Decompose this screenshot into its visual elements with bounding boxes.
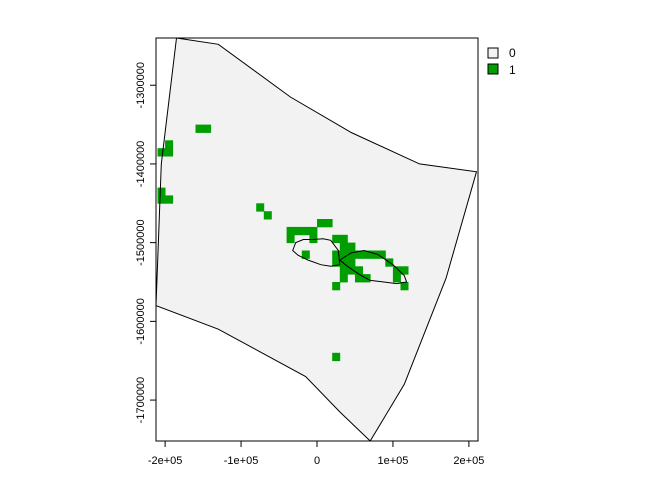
x-axis: -2e+05 -1e+05 0 1e+05 2e+05: [148, 440, 484, 467]
cell-value-1: [355, 274, 363, 283]
x-tick-label: 1e+05: [377, 455, 408, 467]
cell-value-1: [256, 203, 265, 212]
y-tick-label: -1400000: [135, 141, 147, 188]
cell-value-1: [263, 211, 272, 220]
cell-value-1: [332, 250, 341, 259]
cell-value-1: [347, 258, 356, 267]
x-tick-label: 2e+05: [453, 455, 484, 467]
cell-value-1: [309, 226, 318, 236]
legend-swatch-1: [487, 63, 499, 75]
cell-value-1: [332, 234, 341, 244]
cell-value-1: [324, 219, 333, 228]
cell-value-1: [339, 258, 348, 267]
y-tick-label: -1300000: [135, 62, 147, 109]
cell-value-1: [347, 250, 356, 259]
legend-label-0: 0: [509, 46, 516, 60]
cell-value-1: [157, 187, 166, 196]
cell-value-1: [157, 195, 166, 204]
island-outline: [292, 238, 341, 267]
x-tick-label: 0: [314, 455, 320, 467]
cell-value-1: [355, 266, 363, 275]
y-tick-label: -1600000: [135, 298, 147, 345]
cell-value-1: [195, 124, 204, 133]
cell-value-1: [286, 226, 295, 236]
legend-swatch-0: [487, 47, 499, 59]
cell-value-1: [294, 226, 303, 236]
cell-value-1: [309, 234, 318, 244]
x-tick-label: -2e+05: [148, 455, 183, 467]
legend: 0 1: [487, 46, 516, 77]
cell-value-1: [203, 124, 212, 133]
cell-value-1: [370, 250, 379, 259]
cell-value-1: [347, 266, 356, 275]
y-axis: -1300000 -1400000 -1500000 -1600000 -1700000: [135, 62, 157, 424]
cell-value-1: [165, 148, 174, 157]
study-area-outline: [156, 38, 478, 441]
cell-value-1: [339, 242, 348, 251]
cell-value-1: [339, 250, 348, 259]
cell-value-1: [317, 219, 325, 228]
cell-value-1: [301, 226, 310, 236]
cell-value-1: [332, 282, 341, 291]
cell-value-1: [165, 195, 174, 204]
cell-value-1: [339, 234, 348, 244]
island-outline: [338, 249, 408, 285]
cell-value-1: [392, 266, 401, 275]
cell-value-1: [332, 352, 341, 362]
cell-value-1: [301, 250, 310, 259]
cell-value-1: [362, 250, 371, 259]
cell-value-1: [377, 250, 386, 259]
cell-value-1: [347, 242, 356, 251]
cell-value-1: [157, 148, 166, 157]
legend-label-1: 1: [509, 63, 516, 77]
y-tick-label: -1500000: [135, 219, 147, 266]
cell-value-1: [400, 266, 409, 275]
y-tick-label: -1700000: [135, 377, 147, 424]
cell-value-1: [392, 274, 401, 283]
x-tick-label: -1e+05: [224, 455, 259, 467]
cell-value-1: [165, 140, 174, 149]
cell-value-1: [339, 266, 348, 275]
cell-value-1: [339, 274, 348, 283]
outlines: [156, 38, 478, 441]
cell-value-1: [400, 282, 409, 291]
cell-value-1: [286, 234, 295, 244]
cell-value-1: [332, 258, 341, 267]
cell-value-1: [355, 250, 363, 259]
